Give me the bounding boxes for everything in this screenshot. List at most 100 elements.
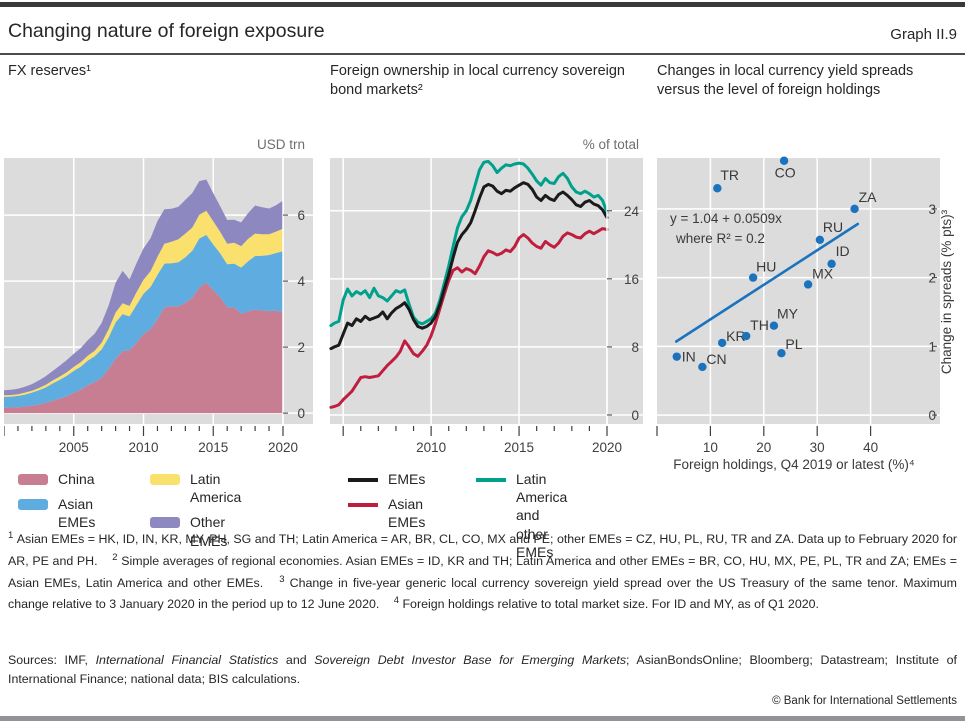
header-rule <box>0 53 965 55</box>
line-series-asian-emes <box>329 227 609 409</box>
scatter-point-label: KR <box>726 328 745 344</box>
copyright-notice: © Bank for International Settlements <box>772 695 957 707</box>
y-tick-label: 0 <box>928 408 936 423</box>
scatter-point-my <box>769 321 779 330</box>
footnotes: 1 Asian EMEs = HK, ID, IN, KR, MY, PH, S… <box>8 528 957 615</box>
scatter-point-pl <box>777 349 786 358</box>
legend-item: EMEs <box>348 470 425 488</box>
scatter-point-za <box>850 204 859 214</box>
source-text: Sources: IMF, <box>8 653 96 667</box>
footnote-marker: 1 <box>8 530 14 541</box>
y-axis-unit-label: % of total <box>583 137 639 152</box>
source-text: and <box>278 653 315 667</box>
page-title: Changing nature of foreign exposure <box>8 20 325 42</box>
legend-label: Latin America <box>190 471 242 506</box>
x-tick-label: 2015 <box>198 440 228 455</box>
x-tick-label: 2015 <box>504 440 534 455</box>
source-publication-title: Sovereign Debt Investor Base for Emergin… <box>314 653 627 667</box>
y-axis-unit-label: USD trn <box>257 137 305 152</box>
y-tick-label: 3 <box>928 202 936 217</box>
x-tick-label: 10 <box>703 440 718 455</box>
legend-column: Latin America Other EMEs <box>150 470 241 557</box>
scatter-point-label: MX <box>812 265 834 281</box>
plot-background <box>657 158 940 424</box>
x-tick-label: 2020 <box>592 440 622 455</box>
panel1-title: FX reserves¹ <box>8 63 91 79</box>
scatter-point-tr <box>713 184 722 193</box>
x-tick-label: 2020 <box>268 440 298 455</box>
legend-label: Asian EMEs <box>388 496 426 531</box>
y-axis-title: Change in spreads (% pts)³ <box>939 209 954 374</box>
y-tick-label: 24 <box>624 204 640 219</box>
scatter-point-label: HU <box>756 259 776 275</box>
y-tick-label: 4 <box>297 274 305 289</box>
bottom-rule-bar <box>0 716 965 721</box>
footnote: 4 Foreign holdings relative to total mar… <box>393 595 819 612</box>
scatter-point-kr <box>717 338 727 348</box>
scatter-point-co <box>779 156 789 165</box>
scatter-point-label: RU <box>823 219 843 235</box>
y-tick-label: 2 <box>297 340 305 355</box>
foreign-ownership-line-chart: 0 8 16 24 2010 2015 2020 % of total <box>326 135 644 472</box>
scatter-point-label: TH <box>750 317 769 333</box>
scatter-point-th <box>741 331 751 341</box>
legend-label: Latin America and other EMEs <box>516 471 568 560</box>
scatter-point-ru <box>815 235 825 244</box>
scatter-point-label: TR <box>720 167 739 183</box>
y-tick-label: 0 <box>297 406 305 421</box>
footnote-marker: 3 <box>279 573 285 585</box>
scatter-point-hu <box>748 273 758 282</box>
yield-spread-scatter-chart: IN CN KR TH MY PL HU MX RU ID ZA TR CO y = 1.04 + 0.0… <box>655 135 965 487</box>
y-tick-label: 1 <box>928 339 936 354</box>
source-publication-title: International Financial Statistics <box>95 653 279 667</box>
legend-column: EMEs Asian EMEs <box>348 470 425 539</box>
legend-label: Other EMEs <box>190 514 228 549</box>
footnote-marker: 2 <box>112 551 118 563</box>
legend-swatch <box>348 503 378 507</box>
source-text: ; AsianBondsOnline; Bloomberg; Datastrea… <box>8 653 957 687</box>
legend-item: Asian EMEs <box>18 495 95 531</box>
x-tick-label: 40 <box>863 440 878 455</box>
line-series-latin-america-and-other-emes <box>329 159 609 328</box>
legend-label: Asian EMEs <box>58 496 96 531</box>
scatter-point-cn <box>698 362 707 372</box>
y-tick-label: 0 <box>631 408 639 423</box>
scatter-point-mx <box>803 280 813 289</box>
footnote: 1 Asian EMEs = HK, ID, IN, KR, MY, PH, S… <box>8 530 957 568</box>
scatter-point-label: CO <box>775 165 796 181</box>
scatter-point-label: MY <box>777 306 799 322</box>
legend-swatch <box>348 478 378 482</box>
panel2-title: Foreign ownership in local currency sove… <box>330 63 625 98</box>
legend-item: Other EMEs <box>150 513 241 549</box>
legend-label: China <box>58 471 95 487</box>
legend-item: Latin America <box>150 470 241 506</box>
y-tick-label: 16 <box>624 272 639 287</box>
regression-equation-line2: where R² = 0.2 <box>675 231 765 246</box>
regression-equation-line1: y = 1.04 + 0.0509x <box>670 211 782 226</box>
scatter-point-label: ID <box>836 243 850 259</box>
x-tick-label: 30 <box>810 440 825 455</box>
legend-swatch <box>18 474 48 485</box>
foreign-ownership-svg: 0 8 16 24 2010 2015 2020 % of total <box>329 137 643 455</box>
legend-swatch <box>476 478 506 482</box>
legend-swatch <box>150 517 180 529</box>
area-series-china <box>4 282 283 414</box>
legend-column: Latin America and other EMEs <box>476 470 567 568</box>
scatter-point-label: CN <box>706 351 726 367</box>
y-tick-label: 8 <box>631 340 639 355</box>
footnote: 3 Change in five-year generic local curr… <box>8 573 957 612</box>
x-axis-title: Foreign holdings, Q4 2019 or latest (%)⁴ <box>673 457 915 472</box>
scatter-point-label: PL <box>785 336 802 352</box>
fx-reserves-svg: 0 2 4 6 2005 2010 2015 2020 USD trn <box>3 137 313 455</box>
line-series-emes <box>329 181 609 351</box>
y-tick-label: 2 <box>928 271 936 286</box>
top-rule-bar <box>0 2 965 7</box>
legend-item: Asian EMEs <box>348 495 425 531</box>
scatter-point-label: IN <box>682 349 696 365</box>
fx-reserves-stacked-area-chart: 0 2 4 6 2005 2010 2015 2020 USD trn <box>3 135 314 472</box>
legend-swatch <box>150 474 180 485</box>
legend-swatch <box>18 499 48 511</box>
sources-line: Sources: IMF, International Financial St… <box>8 651 957 689</box>
x-tick-label: 2010 <box>416 440 446 455</box>
